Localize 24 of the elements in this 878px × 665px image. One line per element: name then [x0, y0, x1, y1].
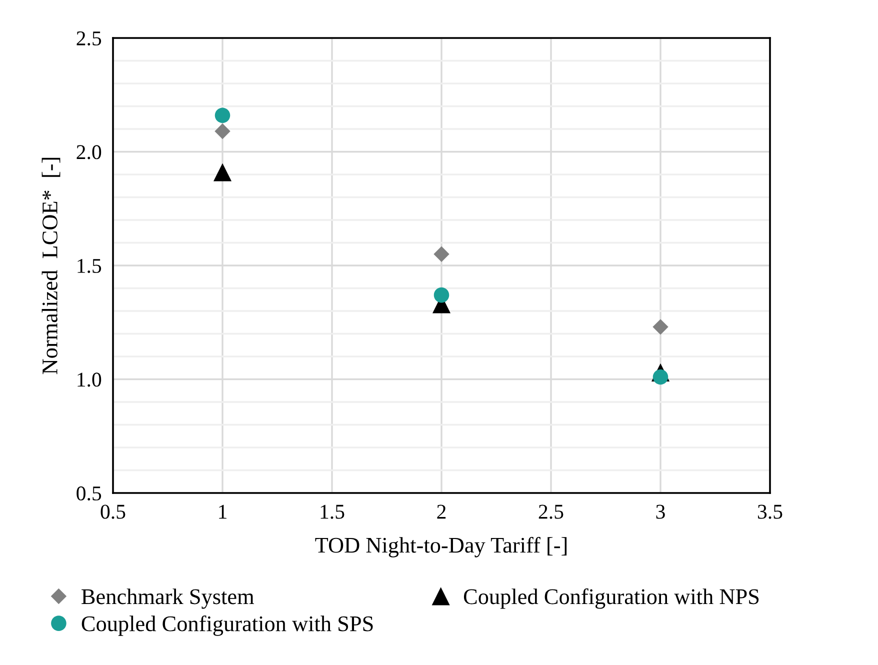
- y-tick-label: 2.0: [76, 145, 102, 160]
- legend-label: Coupled Configuration with NPS: [464, 588, 759, 609]
- x-axis-title: TOD Night-to-Day Tariff [-]: [315, 536, 567, 558]
- y-tick-label: 1.0: [78, 372, 102, 387]
- x-tick-label: 0.5: [100, 504, 126, 519]
- x-tick-label: 1: [219, 504, 226, 519]
- point: [434, 287, 450, 303]
- y-tick-label: 0.5: [76, 486, 102, 501]
- legend-label: Coupled Configuration with SPS: [82, 615, 373, 636]
- x-tick-label: 3.5: [758, 504, 782, 519]
- x-tick-label: 2.5: [538, 504, 564, 519]
- x-tick-label: 2: [437, 504, 446, 519]
- point: [214, 123, 230, 140]
- legend-label: Benchmark System: [82, 588, 254, 609]
- point: [213, 163, 232, 182]
- y-tick-label: 2.5: [76, 31, 102, 46]
- x-tick-label: 3: [656, 504, 665, 519]
- point: [652, 369, 668, 385]
- point: [434, 246, 450, 262]
- y-axis-title: Normalized LCOE* [-]: [42, 158, 60, 374]
- point: [652, 319, 668, 335]
- point: [214, 108, 230, 123]
- x-tick-label: 1.5: [320, 504, 344, 519]
- y-tick-label: 1.5: [78, 258, 102, 274]
